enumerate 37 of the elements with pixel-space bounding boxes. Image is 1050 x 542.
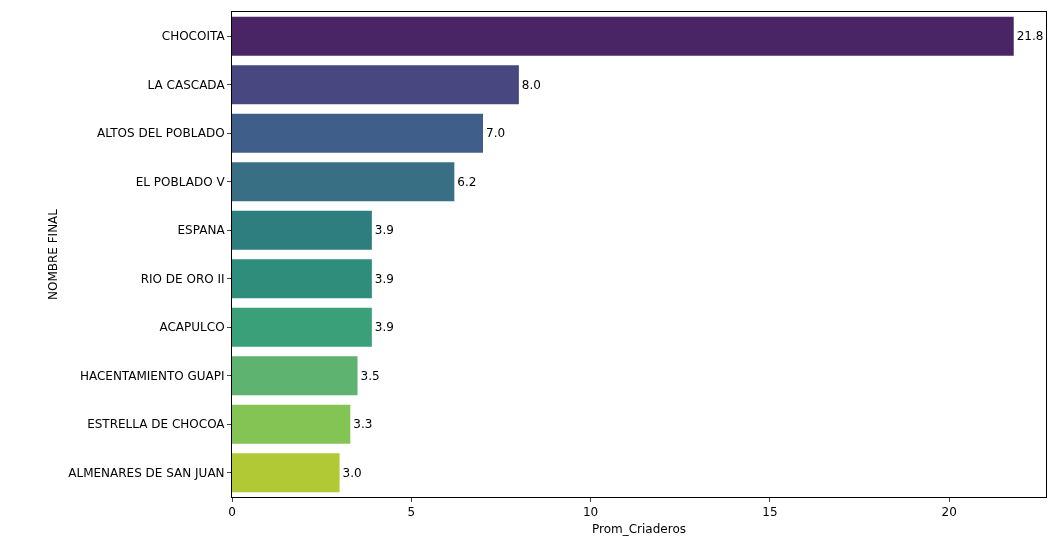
y-tick-label: ESTRELLA DE CHOCOA (87, 417, 226, 432)
y-tick-label: EL POBLADO V (135, 174, 226, 189)
bar (232, 113, 484, 153)
x-tick-label: 20 (941, 505, 957, 520)
bar (232, 65, 519, 105)
y-tick-label: ALTOS DEL POBLADO (97, 126, 225, 141)
x-tick-label: 0 (228, 505, 236, 520)
y-tick-label: ESPANA (177, 223, 226, 238)
y-tick-label: LA CASCADA (147, 77, 226, 92)
x-axis-title: Prom_Criaderos (592, 522, 686, 537)
y-tick-label: HACENTAMIENTO GUAPI (79, 368, 225, 383)
bar (232, 453, 340, 493)
bar (232, 356, 358, 396)
data-label: 3.0 (342, 465, 362, 480)
x-tick-label: 5 (407, 505, 416, 520)
y-tick-label: RIO DE ORO II (140, 271, 225, 286)
bar (232, 259, 372, 299)
data-label: 8.0 (521, 77, 541, 92)
y-axis-title: NOMBRE FINAL (45, 208, 60, 301)
bar (232, 307, 372, 347)
y-tick-label: ALMENARES DE SAN JUAN (68, 465, 225, 480)
data-label: 3.9 (374, 223, 394, 238)
y-tick-label: CHOCOITA (161, 29, 226, 44)
data-label: 21.8 (1016, 29, 1044, 44)
data-label: 3.3 (353, 417, 373, 432)
data-label: 3.9 (374, 271, 394, 286)
y-tick-label: ACAPULCO (159, 320, 225, 335)
data-label: 7.0 (486, 126, 506, 141)
data-label: 3.9 (374, 320, 394, 335)
bar (232, 404, 351, 444)
x-tick-label: 15 (762, 505, 778, 520)
bar (232, 162, 455, 202)
bar (232, 210, 372, 250)
x-tick-label: 10 (582, 505, 599, 520)
data-label: 3.5 (360, 368, 380, 383)
data-label: 6.2 (457, 174, 477, 189)
bar (232, 16, 1014, 56)
